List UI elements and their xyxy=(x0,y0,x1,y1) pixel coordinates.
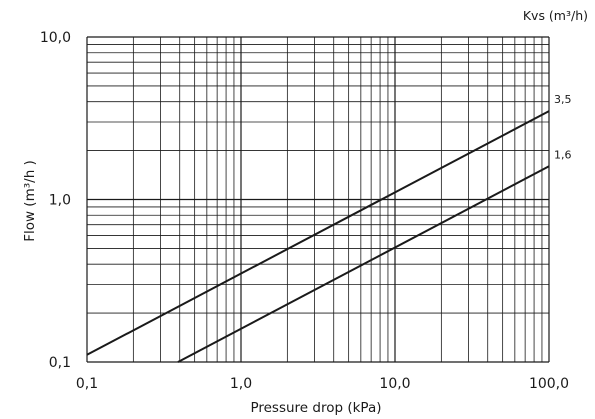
legend-title: Kvs (m³/h) xyxy=(523,8,588,23)
y-axis-label: Flow (m³/h ) xyxy=(22,160,38,242)
x-axis-label: Pressure drop (kPa) xyxy=(250,400,381,416)
y-tick-label: 10,0 xyxy=(40,30,71,46)
x-tick-label: 10,0 xyxy=(379,376,410,392)
y-tick-label: 0,1 xyxy=(49,355,71,371)
grid-lines xyxy=(86,36,550,363)
x-tick-label: 100,0 xyxy=(529,376,569,392)
series-line-kvs-1.6 xyxy=(177,165,550,363)
x-tick-label: 1,0 xyxy=(230,376,252,392)
series-label-kvs-3.5: 3,5 xyxy=(554,93,572,106)
series-lines: 3,5 1,6 xyxy=(86,93,572,363)
tick-labels: 0,1 1,0 10,0 100,0 0,1 1,0 10,0 xyxy=(40,30,569,392)
series-line-kvs-3.5 xyxy=(86,110,550,356)
series-label-kvs-1.6: 1,6 xyxy=(554,148,572,161)
x-tick-label: 0,1 xyxy=(76,376,98,392)
y-tick-label: 1,0 xyxy=(49,193,71,209)
